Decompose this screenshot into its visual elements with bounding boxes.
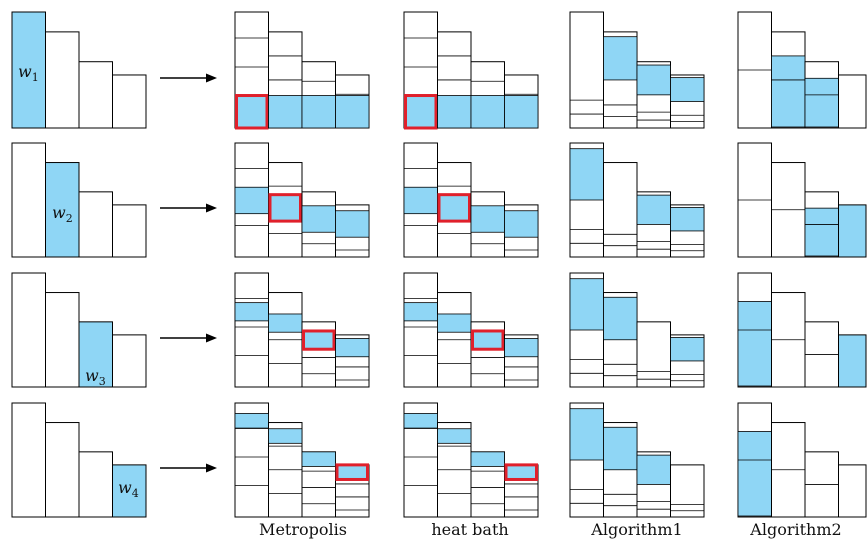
arrow-row4-head [206, 463, 217, 473]
alg1-bar-row3-3 [636, 321, 671, 388]
heat-band-row2-2 [437, 194, 472, 222]
metro-band-row3-4 [335, 338, 370, 358]
metro-highlight-row2 [268, 193, 302, 223]
heat-band-row2-3 [470, 205, 505, 233]
arrow-row1-head [206, 73, 217, 83]
heat-band-row1-4 [504, 95, 539, 129]
alg2-fill-row3-1 [737, 301, 772, 387]
heat-band-row2-4 [504, 210, 539, 238]
heat-band-row4-3 [470, 451, 505, 467]
alg1-bar-row2-2 [603, 162, 638, 258]
alg1-fill-row2-3 [636, 194, 671, 225]
metro-band-row2-1 [234, 186, 269, 215]
weight-label-w3: w3 [85, 366, 106, 389]
metro-highlight-row1 [235, 94, 269, 130]
metro-band-row2-2 [268, 194, 303, 222]
heat-band-row4-4 [504, 464, 539, 480]
weight-bar-row4-3 [78, 451, 113, 518]
weight-bar-row2-3 [78, 191, 113, 258]
heat-highlight-row1 [404, 94, 438, 130]
metro-highlight-row3 [302, 329, 336, 351]
heat-band-row2-1 [403, 186, 438, 215]
metro-band-row4-2 [268, 428, 303, 444]
metro-band-row1-1 [234, 95, 269, 129]
alg1-fill-row3-4 [670, 337, 705, 362]
alg1-fill-row4-2 [603, 426, 638, 471]
weight-bar-row4-1 [11, 402, 46, 518]
weight-label-w4: w4 [118, 478, 139, 501]
weight-label-w2: w2 [52, 203, 73, 226]
alg1-fill-row1-4 [670, 77, 705, 102]
alg2-bar-row3-4 [838, 334, 867, 388]
alg2-fill-row4-1 [737, 431, 772, 517]
heat-band-row3-1 [403, 302, 438, 322]
weight-bar-row1-3 [78, 61, 113, 129]
heat-bar-row3-1 [403, 272, 438, 388]
metro-band-row2-3 [301, 205, 336, 233]
metro-band-row4-1 [234, 413, 269, 429]
weight-bar-row3-1 [11, 272, 46, 388]
alg1-bar-row4-4 [670, 464, 705, 518]
metro-band-row1-2 [268, 95, 303, 129]
column-label-algorithm2: Algorithm2 [750, 520, 842, 539]
metro-highlight-row4 [335, 463, 369, 481]
alg2-fill-row2-3 [804, 207, 839, 257]
weight-bar-row1-4 [112, 74, 147, 129]
weight-bar-row3-4 [112, 334, 147, 388]
alg2-bar-row2-4 [838, 204, 867, 258]
weight-bar-row3-3 [78, 321, 113, 388]
alg1-fill-row3-1 [569, 278, 604, 331]
alg1-fill-row2-1 [569, 148, 604, 201]
alg1-fill-row4-1 [569, 408, 604, 461]
alg1-fill-row4-3 [636, 454, 671, 485]
heat-highlight-row3 [471, 329, 505, 351]
alg1-fill-row1-3 [636, 64, 671, 96]
metro-band-row1-3 [301, 95, 336, 129]
weight-bar-row2-4 [112, 204, 147, 258]
alg1-fill-row2-4 [670, 207, 705, 232]
heat-band-row3-2 [437, 313, 472, 333]
heat-band-row4-2 [437, 428, 472, 444]
weight-bar-row4-4 [112, 464, 147, 518]
heat-band-row1-2 [437, 95, 472, 129]
metro-bar-row3-1 [234, 272, 269, 388]
metro-band-row2-4 [335, 210, 370, 238]
metro-band-row4-4 [335, 464, 370, 480]
weight-bar-row1-2 [45, 31, 80, 129]
heat-band-row1-1 [403, 95, 438, 129]
alg1-fill-row1-2 [603, 36, 638, 81]
metro-band-row3-1 [234, 302, 269, 322]
weight-bar-row1-1 [11, 11, 46, 129]
weight-bar-row2-2 [45, 162, 80, 258]
heat-highlight-row4 [504, 463, 538, 481]
heat-band-row1-3 [470, 95, 505, 129]
weight-bar-row4-2 [45, 422, 80, 518]
metro-band-row3-2 [268, 313, 303, 333]
metro-band-row3-3 [301, 330, 336, 350]
alg2-bar-row4-4 [838, 464, 867, 518]
alg2-fill-row1-3 [804, 77, 839, 128]
column-label-heat-bath: heat bath [431, 520, 509, 539]
heat-highlight-row2 [437, 193, 471, 223]
weight-bar-row2-1 [11, 142, 46, 258]
alg1-bar-row1-1 [569, 11, 604, 129]
arrow-row2-head [206, 203, 217, 213]
column-label-algorithm1: Algorithm1 [591, 520, 683, 539]
alg2-fill-row1-2 [771, 55, 806, 128]
heat-band-row4-1 [403, 413, 438, 429]
weight-label-w1: w1 [18, 62, 39, 85]
heat-band-row3-3 [470, 330, 505, 350]
column-label-metropolis: Metropolis [259, 520, 347, 539]
metro-band-row4-3 [301, 451, 336, 467]
alg1-fill-row3-2 [603, 296, 638, 341]
alg2-bar-row1-4 [838, 74, 867, 129]
weight-bar-row3-2 [45, 292, 80, 388]
heat-band-row3-4 [504, 338, 539, 358]
metro-band-row1-4 [335, 95, 370, 129]
arrow-row3-head [206, 333, 217, 343]
